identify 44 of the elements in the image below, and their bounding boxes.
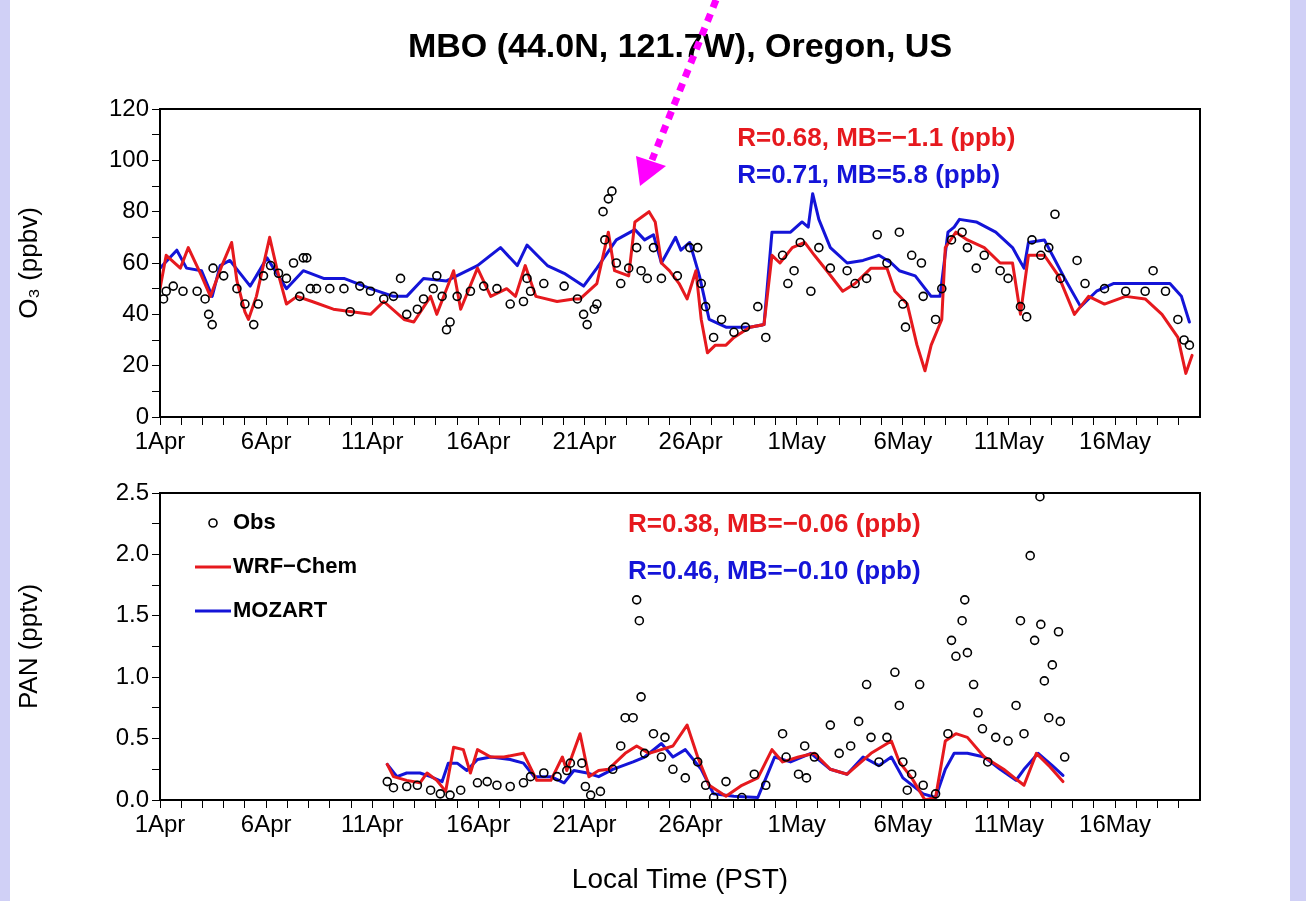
x-tick-label: 16Apr xyxy=(446,810,511,838)
x-tick-label: 16May xyxy=(1079,810,1152,838)
x-tick-label: 21Apr xyxy=(552,427,617,455)
x-tick-label: 6May xyxy=(873,810,933,838)
x-tick-label: 26Apr xyxy=(658,810,723,838)
x-tick-label: 6May xyxy=(873,427,933,455)
x-tick-label: 16Apr xyxy=(446,427,511,455)
x-tick-label: 1Apr xyxy=(134,427,186,455)
y-tick-label: 40 xyxy=(122,298,149,326)
x-tick-label: 6Apr xyxy=(240,810,292,838)
x-tick-label: 26Apr xyxy=(658,427,723,455)
x-tick-label: 16May xyxy=(1079,427,1152,455)
y-tick-label: 80 xyxy=(122,196,149,224)
y-tick-label: 2.0 xyxy=(115,539,149,567)
legend-label: WRF−Chem xyxy=(233,553,358,579)
x-tick-label: 6Apr xyxy=(240,427,292,455)
x-tick-label: 21Apr xyxy=(552,810,617,838)
annotation: R=0.46, MB=−0.10 (ppb) xyxy=(628,555,921,586)
y-axis-title: PAN (pptv) xyxy=(12,583,43,710)
y-tick-label: 2.5 xyxy=(115,477,149,505)
y-axis-title: O₃ (ppbv) xyxy=(12,207,43,319)
y-tick-label: 1.0 xyxy=(115,661,149,689)
x-axis-title: Local Time (PST) xyxy=(571,862,789,894)
annotation: R=0.38, MB=−0.06 (ppb) xyxy=(628,508,921,539)
x-tick-label: 11May xyxy=(973,427,1045,455)
legend-label: Obs xyxy=(233,509,276,535)
annotation: R=0.68, MB=−1.1 (ppb) xyxy=(737,122,1016,153)
x-tick-label: 1Apr xyxy=(134,810,186,838)
annotation: R=0.71, MB=5.8 (ppb) xyxy=(737,159,1001,190)
x-tick-label: 11Apr xyxy=(341,810,404,838)
x-tick-label: 11May xyxy=(973,810,1045,838)
y-tick-label: 1.5 xyxy=(115,600,149,628)
legend-label: MOZART xyxy=(233,597,328,623)
y-tick-label: 120 xyxy=(108,93,149,121)
x-tick-label: 11Apr xyxy=(341,427,404,455)
y-tick-label: 0.5 xyxy=(115,723,149,751)
chart-title: MBO (44.0N, 121.7W), Oregon, US xyxy=(407,26,953,65)
x-tick-label: 1May xyxy=(767,427,827,455)
y-tick-label: 20 xyxy=(122,350,149,378)
y-tick-label: 0 xyxy=(135,401,149,429)
y-tick-label: 100 xyxy=(108,144,149,172)
y-tick-label: 0.0 xyxy=(115,784,149,812)
x-tick-label: 1May xyxy=(767,810,827,838)
y-tick-label: 60 xyxy=(122,247,149,275)
